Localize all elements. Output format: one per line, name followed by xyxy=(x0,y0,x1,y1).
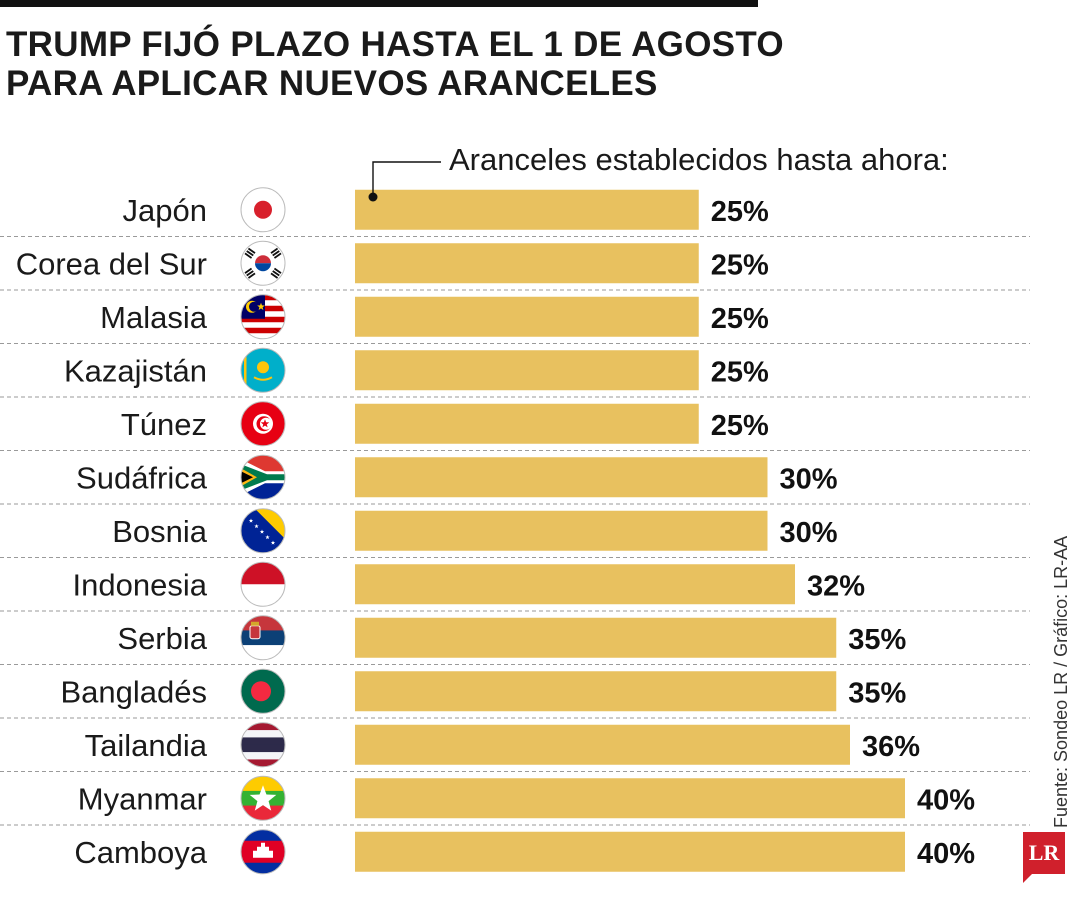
bar xyxy=(355,671,837,712)
bar xyxy=(355,617,837,658)
annotation-label: Aranceles establecidos hasta ahora: xyxy=(449,142,949,177)
bar xyxy=(355,403,699,444)
value-label: 30% xyxy=(780,463,838,495)
bar xyxy=(355,778,905,819)
value-label: 25% xyxy=(711,196,769,228)
annotation-pointer xyxy=(368,161,441,202)
category-label: Japón xyxy=(123,193,207,228)
tunisia-flag-icon xyxy=(240,401,286,447)
value-label: 35% xyxy=(848,624,906,656)
bar xyxy=(355,189,699,230)
category-label: Sudáfrica xyxy=(76,460,208,495)
south-korea-flag-icon xyxy=(240,240,286,286)
flag-layer xyxy=(240,187,286,875)
category-label: Bosnia xyxy=(112,514,208,549)
bar xyxy=(355,457,768,498)
title-line-1: TRUMP FIJÓ PLAZO HASTA EL 1 DE AGOSTO xyxy=(6,25,784,64)
bangladesh-flag-icon xyxy=(240,668,286,714)
cambodia-flag-icon xyxy=(240,829,286,875)
category-label: Camboya xyxy=(74,835,207,870)
bar xyxy=(355,296,699,337)
south-africa-flag-icon xyxy=(240,454,286,500)
value-label: 40% xyxy=(917,838,975,870)
top-rule xyxy=(0,0,758,7)
category-label: Indonesia xyxy=(73,567,208,602)
category-label: Myanmar xyxy=(78,781,207,816)
label-layer: Japón 25% Corea del Sur 25% Malasia 25% Kazaji… xyxy=(16,193,976,870)
category-label: Malasia xyxy=(100,300,208,335)
value-label: 25% xyxy=(711,303,769,335)
myanmar-flag-icon xyxy=(240,775,286,821)
lr-logo: LR xyxy=(1023,832,1065,874)
annotation-dot xyxy=(368,192,378,202)
value-label: 40% xyxy=(917,784,975,816)
category-label: Corea del Sur xyxy=(16,246,207,281)
value-label: 30% xyxy=(780,517,838,549)
category-label: Kazajistán xyxy=(64,353,207,388)
grid-layer xyxy=(0,236,1030,826)
source-note: Fuente: Sondeo LR / Gráfico: LR-AA xyxy=(1051,535,1071,828)
bosnia-flag-icon xyxy=(240,508,286,554)
japan-flag-icon xyxy=(240,187,286,233)
title-line-2: PARA APLICAR NUEVOS ARANCELES xyxy=(6,64,658,103)
bar-layer xyxy=(355,189,905,872)
bar xyxy=(355,724,850,765)
indonesia-flag-icon xyxy=(240,561,286,607)
category-label: Túnez xyxy=(121,407,207,442)
kazakhstan-flag-icon xyxy=(240,347,286,393)
category-label: Bangladés xyxy=(60,674,207,709)
value-label: 36% xyxy=(862,731,920,763)
lr-logo-tail xyxy=(1023,873,1033,883)
value-label: 25% xyxy=(711,356,769,388)
serbia-flag-icon xyxy=(240,615,286,661)
category-label: Tailandia xyxy=(85,728,208,763)
value-label: 32% xyxy=(807,570,865,602)
value-label: 35% xyxy=(848,677,906,709)
value-label: 25% xyxy=(711,249,769,281)
bar xyxy=(355,243,699,284)
thailand-flag-icon xyxy=(240,722,286,768)
bar xyxy=(355,564,795,605)
bar xyxy=(355,350,699,391)
annotation-leader-line xyxy=(372,161,441,197)
malaysia-flag-icon xyxy=(240,294,286,340)
bar xyxy=(355,831,905,872)
bar xyxy=(355,510,768,551)
category-label: Serbia xyxy=(117,621,207,656)
value-label: 25% xyxy=(711,410,769,442)
